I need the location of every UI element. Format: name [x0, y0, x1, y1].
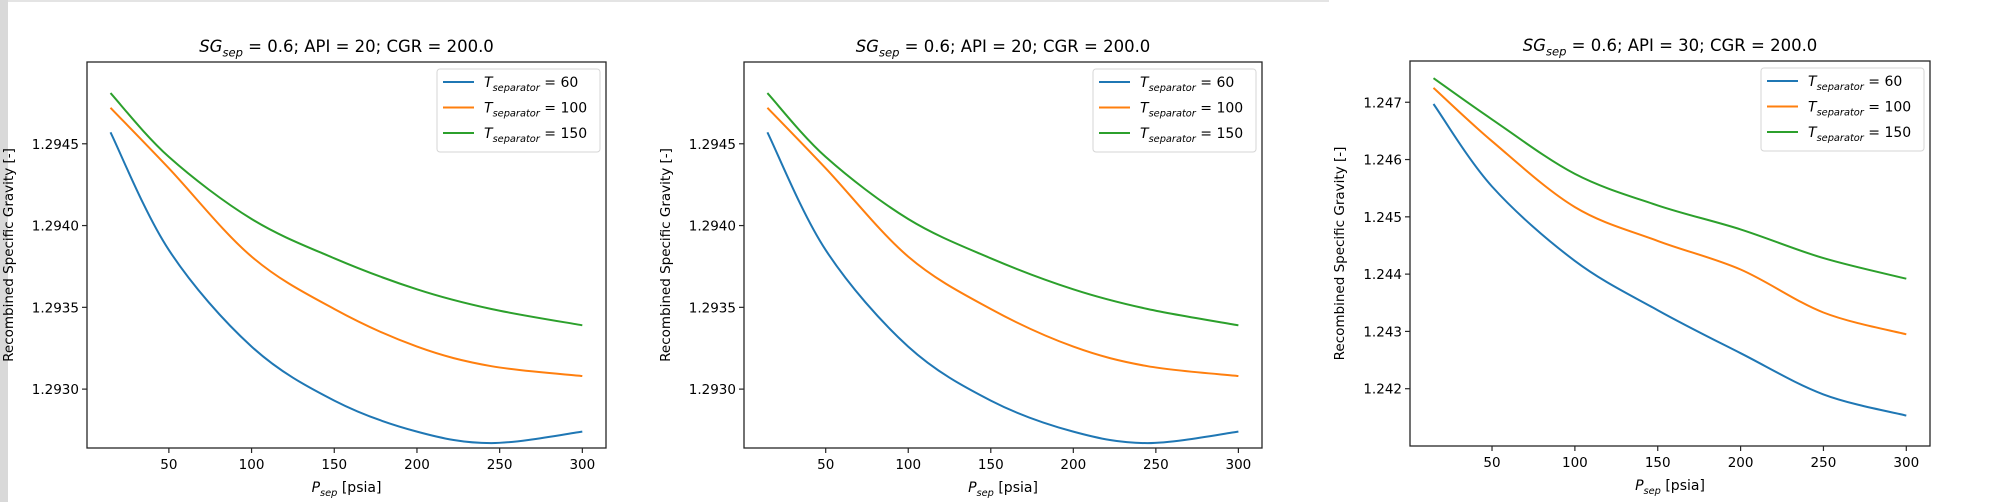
x-tick-label: 250	[1811, 455, 1837, 471]
chart-title: SGsep = 0.6; API = 30; CGR = 200.0	[1523, 36, 1818, 59]
series-line-2	[766, 107, 1239, 377]
y-tick-label: 1.2945	[689, 137, 736, 153]
legend: Tseparator = 60 Tseparator = 100 Tseparato…	[436, 68, 601, 153]
x-tick-label: 100	[1562, 455, 1588, 471]
x-tick-label: 50	[160, 457, 177, 473]
y-tick-label: 1.244	[1363, 267, 1402, 283]
y-tick-label: 1.247	[1363, 95, 1402, 111]
y-tick-label: 1.2930	[689, 382, 736, 398]
y-tick-label: 1.2945	[32, 137, 79, 153]
legend: Tseparator = 60 Tseparator = 100 Tseparato…	[1760, 67, 1925, 152]
x-tick-label: 150	[978, 457, 1004, 473]
legend-label-1: Tseparator = 60	[484, 75, 578, 94]
legend-label-2: Tseparator = 100	[1140, 101, 1243, 120]
y-tick-label: 1.243	[1363, 324, 1402, 340]
x-tick-label: 150	[1645, 455, 1671, 471]
window-top-border	[0, 0, 1329, 2]
series-line-1	[109, 131, 583, 445]
x-axis-label: Psep [psia]	[968, 480, 1038, 499]
series-line-3	[766, 92, 1239, 327]
x-tick-label: 300	[1893, 455, 1919, 471]
x-axis: 50 100 150 200 250 300 Psep [psia]	[160, 448, 595, 499]
x-tick-label: 250	[487, 457, 513, 473]
y-tick-label: 1.2935	[689, 300, 736, 316]
series-lines	[109, 92, 583, 445]
x-tick-label: 100	[895, 457, 921, 473]
x-tick-label: 150	[321, 457, 347, 473]
legend-label-3: Tseparator = 150	[484, 126, 587, 145]
y-tick-label: 1.246	[1363, 153, 1402, 169]
series-line-1	[766, 131, 1239, 445]
x-tick-label: 300	[569, 457, 595, 473]
axes-frame	[86, 61, 607, 449]
y-tick-label: 1.2930	[32, 382, 79, 398]
y-tick-label: 1.2935	[32, 300, 79, 316]
y-tick-label: 1.242	[1363, 382, 1402, 398]
legend-box	[436, 68, 601, 153]
series-line-2	[109, 107, 583, 377]
legend-label-2: Tseparator = 100	[1808, 100, 1911, 119]
y-axis-label: Recombined Specific Gravity [-]	[1, 148, 17, 362]
legend-label-3: Tseparator = 150	[1140, 126, 1243, 145]
chart-title: SGsep = 0.6; API = 20; CGR = 200.0	[199, 37, 494, 60]
series-lines	[766, 92, 1239, 445]
y-tick-label: 1.2940	[32, 219, 79, 235]
x-tick-label: 200	[404, 457, 430, 473]
y-axis: 1.2930 1.2935 1.2940 1.2945 Recombined Speci…	[658, 137, 744, 398]
series-line-3	[109, 92, 583, 327]
series-line-2	[1432, 87, 1907, 336]
x-axis-label: Psep [psia]	[1635, 478, 1705, 497]
legend-label-1: Tseparator = 60	[1808, 74, 1902, 93]
legend-label-3: Tseparator = 150	[1808, 125, 1911, 144]
legend-label-2: Tseparator = 100	[484, 101, 587, 120]
axes-frame	[743, 61, 1263, 449]
x-tick-label: 200	[1728, 455, 1754, 471]
y-tick-label: 1.2940	[689, 219, 736, 235]
y-axis: 1.242 1.243 1.244 1.245 1.246 1.247 Recombined…	[1332, 95, 1410, 398]
x-tick-label: 300	[1226, 457, 1252, 473]
axes-frame	[1409, 60, 1931, 447]
series-line-1	[1432, 103, 1907, 417]
x-axis: 50 100 150 200 250 300 Psep [psia]	[817, 448, 1251, 499]
chart-title: SGsep = 0.6; API = 20; CGR = 200.0	[856, 37, 1151, 60]
y-axis-label: Recombined Specific Gravity [-]	[658, 148, 674, 362]
x-axis-label: Psep [psia]	[312, 480, 382, 499]
series-line-3	[1432, 77, 1907, 280]
y-axis-label: Recombined Specific Gravity [-]	[1332, 147, 1348, 361]
window-left-border	[0, 0, 8, 502]
x-tick-label: 200	[1060, 457, 1086, 473]
chart-2: SGsep = 0.6; API = 20; CGR = 200.0 50 100 1…	[658, 37, 1263, 499]
x-axis: 50 100 150 200 250 300 Psep [psia]	[1483, 446, 1919, 497]
y-tick-label: 1.245	[1363, 210, 1402, 226]
x-tick-label: 250	[1143, 457, 1169, 473]
series-lines	[1432, 77, 1907, 417]
chart-3: SGsep = 0.6; API = 30; CGR = 200.0 50 100 1…	[1332, 36, 1931, 497]
legend-box	[1092, 68, 1257, 153]
legend-label-1: Tseparator = 60	[1140, 75, 1234, 94]
x-tick-label: 50	[817, 457, 834, 473]
x-tick-label: 100	[239, 457, 265, 473]
x-tick-label: 50	[1483, 455, 1500, 471]
legend: Tseparator = 60 Tseparator = 100 Tseparato…	[1092, 68, 1257, 153]
chart-1: SGsep = 0.6; API = 20; CGR = 200.0 50 100 1…	[1, 37, 607, 499]
legend-box	[1760, 67, 1925, 152]
y-axis: 1.2930 1.2935 1.2940 1.2945 Recombined Speci…	[1, 137, 87, 398]
